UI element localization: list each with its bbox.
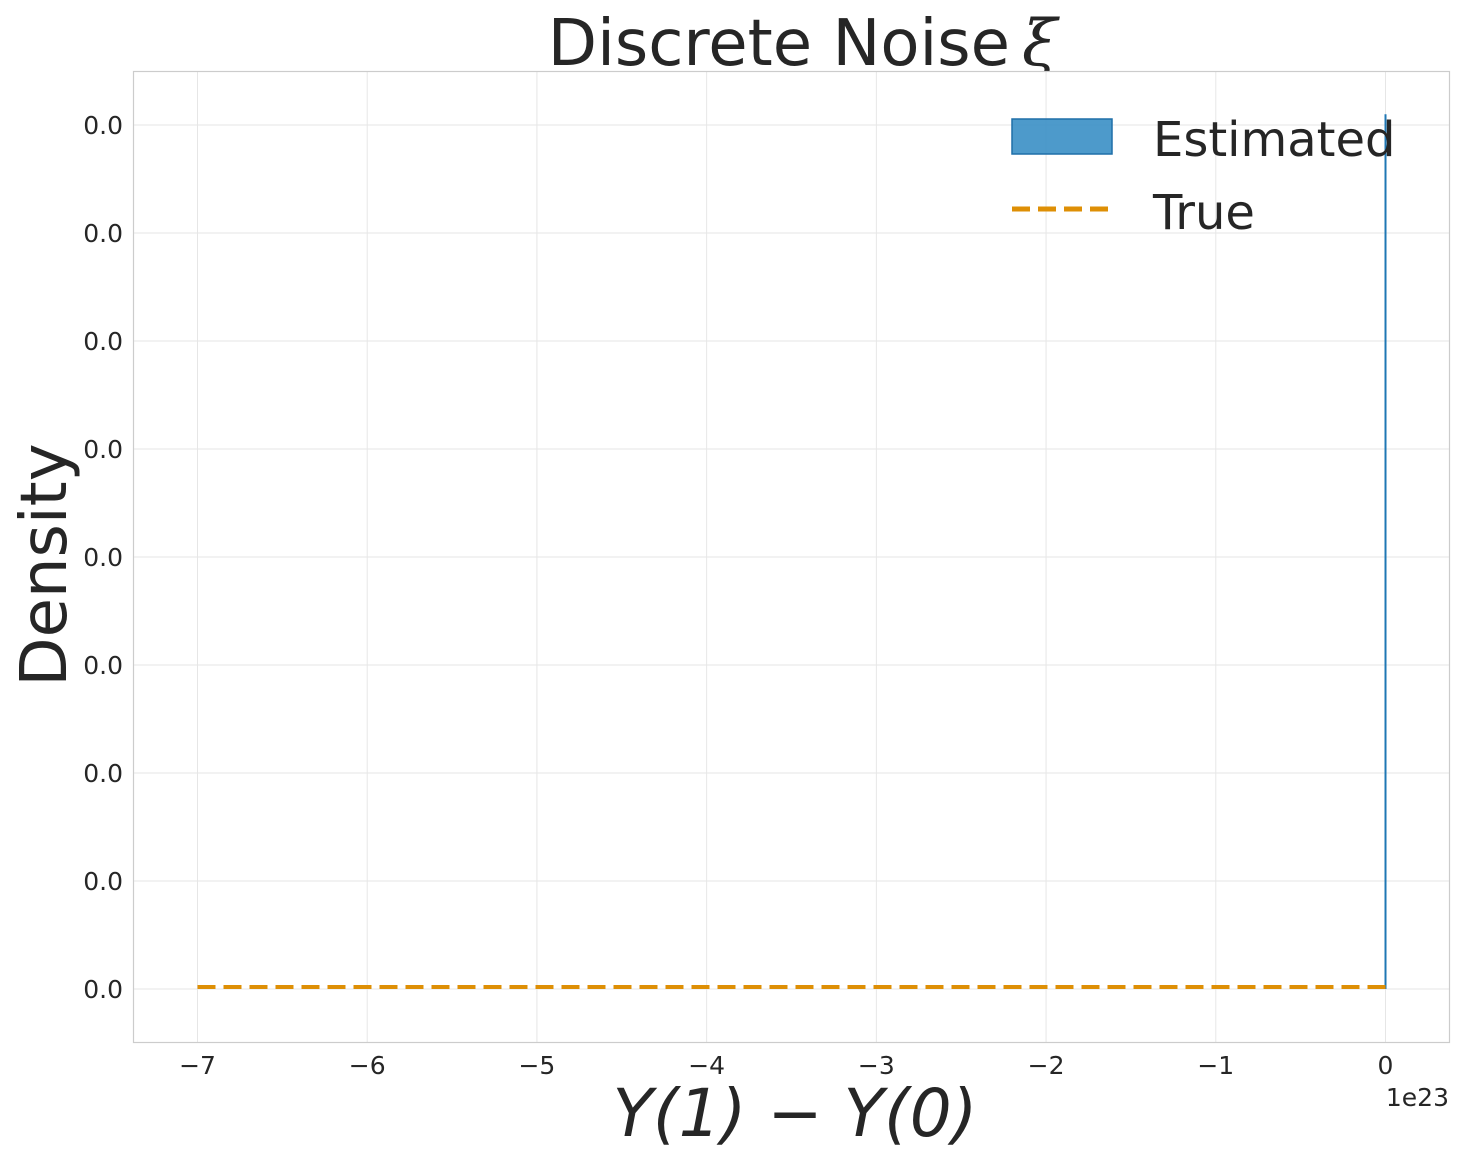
plot-frame: [132, 70, 1451, 1044]
series-layer: [197, 114, 1387, 989]
y-tick-label: 0.0: [83, 219, 123, 248]
y-axis: 0.0 0.0 0.0 0.0 0.0 0.0 0.0 0.0 0.0: [83, 111, 123, 1004]
legend-swatch-estimated: [1011, 118, 1113, 155]
x-tick-label: −2: [1028, 1051, 1065, 1080]
x-tick-label: −3: [858, 1051, 895, 1080]
x-tick-label: 0: [1378, 1051, 1394, 1080]
x-axis: −7 −6 −5 −4 −3 −2 −1 0: [179, 1051, 1393, 1080]
y-tick-label: 0.0: [83, 435, 123, 464]
x-tick-label: −1: [1197, 1051, 1234, 1080]
y-axis-label: Density: [8, 443, 82, 686]
y-tick-label: 0.0: [83, 651, 123, 680]
legend: Estimated True: [1011, 112, 1395, 241]
y-tick-label: 0.0: [83, 543, 123, 572]
y-tick-label: 0.0: [83, 759, 123, 788]
y-tick-label: 0.0: [83, 327, 123, 356]
y-tick-label: 0.0: [83, 975, 123, 1004]
y-tick-label: 0.0: [83, 867, 123, 896]
x-tick-label: −5: [518, 1051, 555, 1080]
chart-title-symbol: ξ: [1022, 7, 1060, 81]
legend-label-estimated: Estimated: [1153, 112, 1395, 168]
legend-label-true: True: [1152, 185, 1255, 241]
chart-title: Discrete Noise: [548, 7, 1010, 81]
x-axis-label: Y(1) − Y(0): [613, 1075, 978, 1152]
x-axis-offset: 1e23: [1386, 1083, 1449, 1112]
x-tick-label: −6: [349, 1051, 386, 1080]
x-tick-label: −4: [688, 1051, 725, 1080]
x-tick-label: −7: [179, 1051, 216, 1080]
y-tick-label: 0.0: [83, 111, 123, 140]
